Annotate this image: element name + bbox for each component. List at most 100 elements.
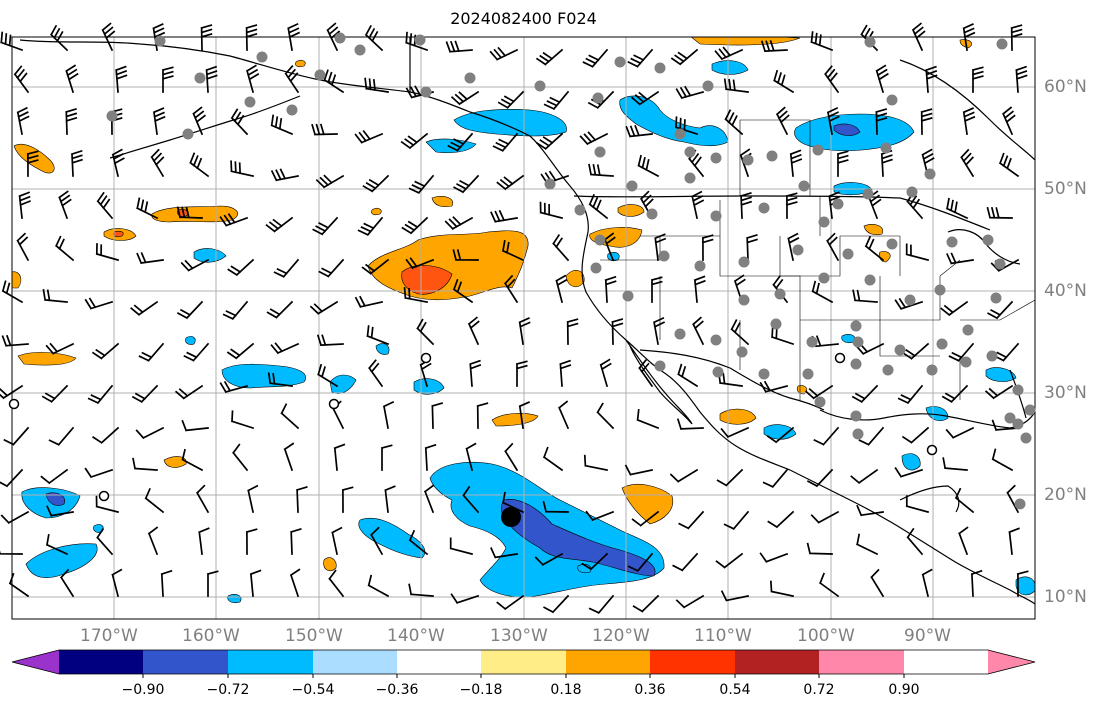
wind-barb <box>624 464 654 476</box>
wind-barb <box>503 274 519 304</box>
station-marker <box>994 258 1006 270</box>
wind-barb <box>84 297 114 310</box>
wind-barb <box>678 510 705 530</box>
wind-barb <box>296 486 308 513</box>
wind-barb <box>1016 570 1029 597</box>
station-marker <box>702 80 714 92</box>
station-marker <box>850 410 862 422</box>
wind-barb <box>905 495 930 514</box>
station-marker <box>924 168 936 180</box>
state-borders <box>600 119 1035 400</box>
wind-barb <box>603 232 616 262</box>
aleutian-islands <box>109 95 301 159</box>
wind-barb <box>555 274 568 304</box>
wind-barbs <box>0 22 1029 614</box>
wind-barb <box>501 240 525 262</box>
wind-barb <box>806 542 833 555</box>
wind-barb <box>819 572 840 598</box>
wind-barb <box>962 23 976 51</box>
wind-barb <box>266 300 294 319</box>
station-marker <box>534 80 546 92</box>
wind-barb <box>361 258 390 275</box>
colorbar-segment <box>313 650 397 674</box>
wind-barb <box>693 275 706 303</box>
wind-barb <box>504 442 519 472</box>
wind-barb <box>362 174 390 193</box>
wind-barb <box>858 426 885 446</box>
wind-barb <box>490 547 518 559</box>
wind-barb <box>323 69 345 94</box>
wind-barb <box>492 132 519 152</box>
wind-barb <box>850 468 879 484</box>
wind-barb <box>232 443 249 472</box>
wind-barb <box>370 526 384 556</box>
wind-barb <box>144 487 165 514</box>
wind-barb <box>230 410 255 430</box>
station-marker <box>982 234 994 246</box>
wind-barb <box>998 152 1020 178</box>
wind-barb <box>691 190 705 220</box>
wind-barb <box>45 342 75 355</box>
wind-barb <box>759 380 789 393</box>
wind-barb <box>91 342 120 360</box>
wind-barb <box>189 152 210 178</box>
wind-barb <box>249 569 262 597</box>
wind-barb <box>542 500 569 513</box>
station-marker <box>1012 418 1024 430</box>
station-marker <box>574 204 586 216</box>
wind-barb <box>245 24 258 51</box>
wind-barb <box>265 216 294 233</box>
station-marker <box>256 51 268 63</box>
wind-barb <box>181 419 209 432</box>
wind-barb <box>40 468 69 485</box>
wind-barb <box>101 22 116 52</box>
wind-barb <box>283 442 295 472</box>
wind-barb <box>810 31 834 52</box>
yucatan <box>899 485 960 513</box>
station-marker <box>334 32 346 44</box>
wind-barb <box>449 537 474 556</box>
station-marker <box>934 284 946 296</box>
wind-barb <box>1 334 29 347</box>
wind-barb <box>175 384 204 400</box>
wind-barb <box>368 359 384 388</box>
wind-barb <box>180 258 210 272</box>
wind-barb <box>542 446 564 472</box>
wind-barb <box>611 318 624 345</box>
wind-barb <box>138 342 165 362</box>
wind-barb <box>856 533 879 556</box>
wind-barb <box>181 448 204 472</box>
wind-barb <box>1010 24 1023 51</box>
station-marker <box>594 234 606 246</box>
lon-label: 170°W <box>80 626 138 646</box>
station-marker <box>1014 498 1026 510</box>
station-marker <box>886 94 898 106</box>
wind-barb <box>115 65 128 93</box>
station-marker <box>832 198 844 210</box>
wind-barb <box>632 594 660 613</box>
wind-barb <box>875 64 889 94</box>
wind-barb <box>762 468 789 488</box>
station-marker <box>544 178 556 190</box>
wind-barb <box>130 300 159 316</box>
wind-barb <box>270 342 300 355</box>
wind-barb <box>672 552 699 572</box>
station-marker <box>414 34 426 46</box>
wind-barb <box>26 150 39 177</box>
colorbar-tick-label: −0.18 <box>459 682 503 698</box>
wind-barb <box>280 403 300 430</box>
station-marker <box>758 368 770 380</box>
wind-barb <box>200 24 213 51</box>
wind-barb <box>650 276 663 303</box>
station-marker <box>850 320 862 332</box>
wind-barb <box>991 448 1014 472</box>
colorbar <box>11 649 1036 678</box>
wind-barb <box>490 209 518 223</box>
station-marker <box>684 172 696 184</box>
calm-wind-circle <box>98 490 110 502</box>
wind-barb <box>536 132 564 150</box>
baja-peninsula <box>625 339 693 425</box>
wind-barb <box>559 359 572 387</box>
station-marker <box>614 56 626 68</box>
wind-barb <box>539 201 564 220</box>
